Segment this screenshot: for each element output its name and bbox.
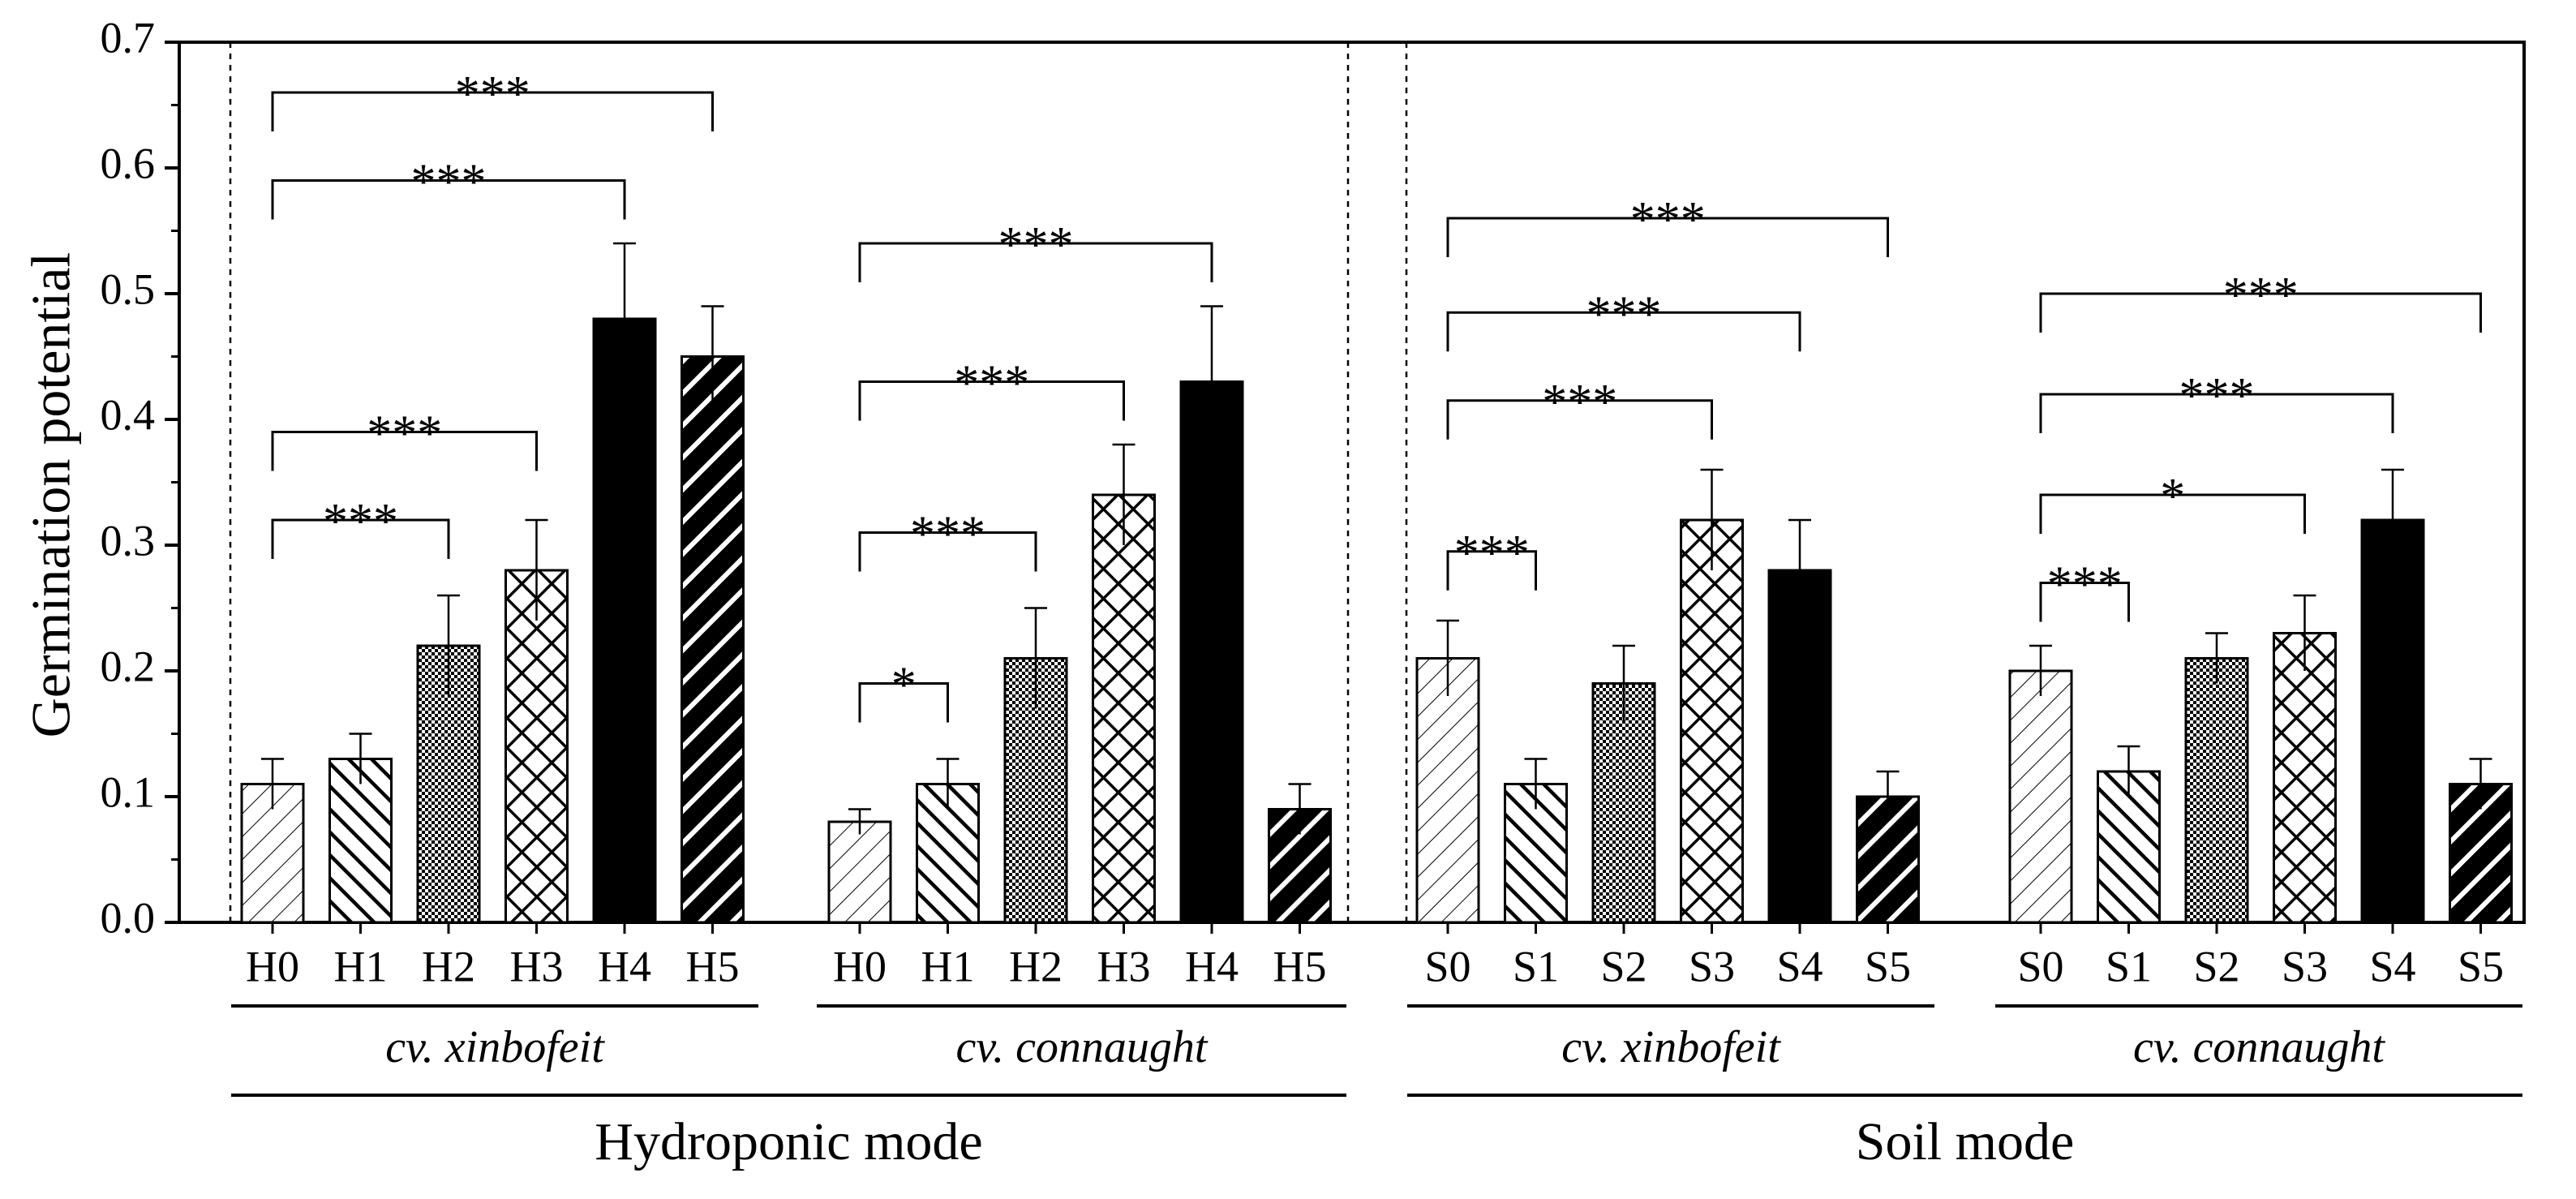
x-tick-label: H5 (686, 942, 740, 991)
mode-label: Hydroponic mode (595, 1112, 982, 1171)
significance-bracket (2039, 493, 2306, 534)
significance-label: *** (2223, 268, 2299, 323)
x-tick-label: H4 (1185, 942, 1239, 991)
bar-S0 (2008, 669, 2073, 924)
y-tick-label: 0.4 (101, 390, 156, 439)
x-tick-label: S5 (1865, 942, 1911, 991)
cultivar-label: cv. connaught (956, 1022, 1209, 1072)
cultivar-label: cv. xinbofeit (385, 1022, 605, 1072)
significance-label: *** (1630, 192, 1706, 247)
significance-label: *** (2179, 368, 2255, 423)
x-tick-label: S2 (2193, 942, 2239, 991)
x-tick-label: H0 (246, 942, 299, 991)
bar-S2 (2184, 657, 2249, 924)
cultivar-label: cv. connaught (2133, 1022, 2385, 1072)
significance-bracket (271, 431, 538, 471)
x-axis-labels: H0 H1 H2 H3 H4 H5 cv. xinbofeit H0 H1 H2 H3 H4 H5 cv.… (231, 922, 2522, 1171)
y-tick-label: 0.7 (101, 13, 156, 62)
x-tick-label: H3 (1097, 942, 1151, 991)
significance-label: *** (1542, 375, 1617, 430)
bar-S3 (2273, 632, 2337, 924)
y-tick-label: 0.2 (101, 642, 156, 690)
significance-bracket (1446, 311, 1801, 352)
significance-brackets: ****************************************… (271, 67, 2482, 723)
x-tick-label: S5 (2458, 942, 2504, 991)
bar-H0 (827, 820, 892, 924)
bar-S4 (2360, 518, 2425, 924)
significance-label: *** (1586, 286, 1662, 342)
bars (240, 242, 2513, 924)
bar-H1 (328, 758, 393, 924)
y-tick-label: 0.0 (101, 893, 156, 942)
x-tick-label: S3 (2282, 942, 2328, 991)
significance-bracket (2039, 292, 2482, 333)
x-tick-label: H2 (422, 942, 475, 991)
significance-bracket (1446, 399, 1713, 440)
significance-bracket (271, 179, 626, 220)
x-tick-label: H3 (510, 942, 564, 991)
y-tick-label: 0.3 (101, 516, 156, 565)
x-tick-label: S0 (1424, 942, 1470, 991)
bar-S4 (1767, 569, 1832, 924)
x-tick-label: S3 (1689, 942, 1735, 991)
significance-bracket (1446, 550, 1537, 591)
x-tick-label: H1 (921, 942, 975, 991)
x-tick-label: H0 (833, 942, 887, 991)
significance-bracket (2039, 393, 2394, 433)
x-tick-label: H1 (334, 942, 388, 991)
significance-label: *** (411, 155, 487, 210)
x-tick-label: S4 (1776, 942, 1823, 991)
significance-label: *** (2047, 557, 2123, 612)
y-tick-label: 0.5 (101, 264, 156, 313)
bar-H3 (1092, 493, 1156, 924)
x-tick-label: S0 (2017, 942, 2063, 991)
bar-S3 (1680, 518, 1744, 924)
mode-label: Soil mode (1856, 1112, 2075, 1171)
significance-label: *** (455, 67, 530, 122)
significance-bracket (2039, 582, 2130, 622)
cultivar-label: cv. xinbofeit (1561, 1022, 1781, 1072)
significance-bracket (858, 531, 1037, 572)
significance-label: * (891, 658, 917, 713)
x-tick-label: S4 (2369, 942, 2415, 991)
significance-label: *** (910, 507, 985, 562)
y-tick-label: 0.6 (101, 139, 156, 187)
significance-label: *** (367, 406, 442, 462)
x-tick-label: S2 (1600, 942, 1646, 991)
bar-H3 (504, 569, 569, 924)
x-tick-label: H5 (1273, 942, 1327, 991)
significance-bracket (1446, 217, 1889, 257)
significance-bracket (858, 682, 949, 723)
y-axis-label: Germination potential (20, 252, 82, 738)
bar-H4 (592, 317, 657, 924)
x-tick-label: S1 (1513, 942, 1559, 991)
significance-bracket (271, 518, 450, 559)
significance-bracket (271, 91, 714, 131)
significance-label: *** (954, 356, 1029, 411)
significance-label: *** (1454, 526, 1530, 581)
x-tick-label: H4 (598, 942, 651, 991)
bar-S0 (1415, 657, 1480, 924)
significance-label: *** (998, 217, 1074, 273)
significance-label: * (2160, 469, 2185, 524)
x-tick-label: H2 (1009, 942, 1063, 991)
significance-bracket (858, 380, 1125, 421)
x-tick-label: S1 (2106, 942, 2152, 991)
significance-bracket (858, 242, 1213, 282)
bar-S2 (1591, 682, 1656, 924)
significance-label: *** (323, 494, 398, 549)
bar-H5 (680, 355, 745, 924)
y-tick-label: 0.1 (101, 767, 156, 816)
bar-H4 (1179, 380, 1244, 924)
y-axis: 0.0 0.1 0.2 0.3 0.4 0.5 0.6 0.7 (101, 13, 179, 942)
